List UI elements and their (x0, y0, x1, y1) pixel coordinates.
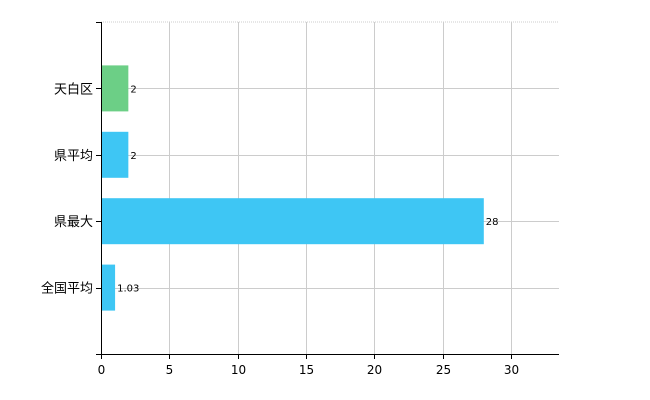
bar-3 (101, 198, 484, 245)
axes (96, 22, 559, 359)
bars (101, 65, 484, 311)
x-tick-label: 15 (299, 363, 314, 377)
x-tick-label: 0 (98, 363, 106, 377)
data-label-4: 1.03 (117, 284, 139, 295)
bar-2 (101, 131, 129, 178)
x-tick-label: 25 (436, 363, 451, 377)
category-label-3: 県最大 (54, 215, 93, 230)
grid-lines (101, 21, 559, 354)
labels: 2 天白区 2 県平均 28 県最大 1.03 全国平均 0 5 10 15 20 25 30 (41, 81, 519, 377)
data-label-2: 2 (130, 151, 136, 162)
x-tick-label: 5 (166, 363, 174, 377)
data-label-3: 28 (486, 217, 499, 228)
category-label-4: 全国平均 (41, 281, 93, 297)
category-label-1: 天白区 (54, 81, 93, 97)
bar-4 (101, 264, 116, 311)
x-tick-label: 10 (231, 363, 246, 377)
x-tick-label: 30 (504, 363, 519, 377)
x-tick-label: 20 (367, 363, 382, 377)
bar-1 (101, 65, 129, 112)
category-label-2: 県平均 (54, 149, 93, 164)
data-label-1: 2 (130, 84, 136, 95)
